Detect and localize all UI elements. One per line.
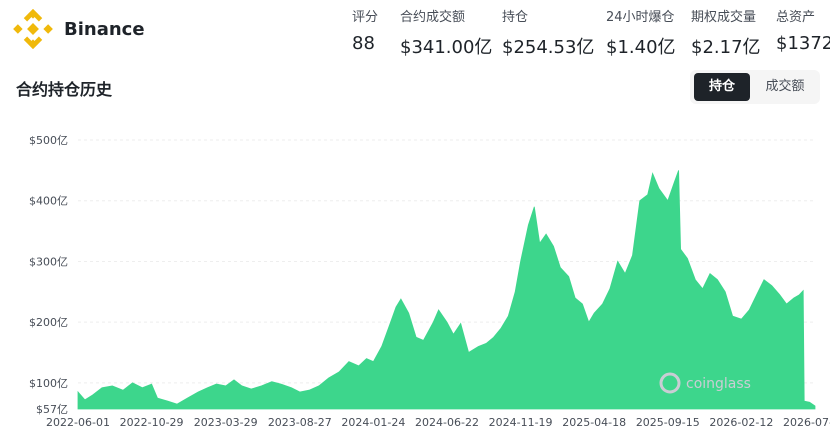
stat-value: $254.53亿	[502, 37, 595, 58]
y-tick-label: $300亿	[29, 255, 68, 268]
x-tick-label: 2024-11-19	[489, 416, 553, 429]
series-area	[77, 170, 816, 410]
x-tick-label: 2026-02-12	[709, 416, 773, 429]
y-tick-label: $57亿	[36, 403, 68, 416]
header: Binance 评分 88 合约成交额 $341.00亿 持仓 $254.53亿…	[0, 0, 830, 60]
y-tick-label: $400亿	[29, 195, 68, 208]
stat-value: $1372.	[776, 33, 830, 54]
stat-value: $341.00亿	[400, 37, 493, 58]
stat-value: 88	[352, 33, 375, 54]
watermark: coinglass	[686, 376, 751, 392]
y-tick-label: $200亿	[29, 316, 68, 329]
metric-toggle: 持仓 成交额	[690, 70, 820, 104]
stat-futures-volume: 合约成交额 $341.00亿	[400, 6, 492, 59]
section-title: 合约持仓历史	[16, 80, 113, 99]
stat-label: 评分	[352, 10, 379, 25]
chart-area-layer	[77, 170, 816, 410]
brand[interactable]: Binance	[12, 8, 145, 50]
x-tick-label: 2023-03-29	[194, 416, 258, 429]
x-tick-label: 2022-06-01	[46, 416, 110, 429]
stat-value: $1.40亿	[606, 37, 676, 58]
stat-label: 24小时爆仓	[606, 10, 675, 25]
x-tick-label: 2023-08-27	[268, 416, 332, 429]
stat-label: 合约成交额	[400, 10, 466, 25]
stat-rating: 评分 88	[352, 6, 378, 54]
stat-label: 持仓	[502, 10, 529, 25]
coinglass-logo-icon	[659, 372, 681, 394]
toggle-volume-button[interactable]: 成交额	[765, 79, 805, 94]
toggle-open-interest-button[interactable]: 持仓	[694, 73, 750, 101]
y-tick-label: $100亿	[29, 377, 68, 390]
stat-liquidations: 24小时爆仓 $1.40亿	[606, 6, 676, 59]
stat-options-volume: 期权成交量 $2.17亿	[691, 6, 761, 59]
stat-total-assets: 总资产 $1372.	[776, 6, 830, 54]
x-axis: 2022-06-01 2022-10-29 2023-03-29 2023-08-27…	[46, 416, 830, 429]
x-tick-label: 2025-04-18	[562, 416, 626, 429]
x-tick-label: 2026-07-12	[783, 416, 830, 429]
x-tick-label: 2024-01-24	[341, 416, 405, 429]
x-tick-label: 2025-09-15	[636, 416, 700, 429]
stat-label: 总资产	[776, 10, 816, 25]
stat-open-interest: 持仓 $254.53亿	[502, 6, 594, 59]
y-tick-label: $500亿	[29, 134, 68, 147]
y-axis: $57亿 $100亿 $200亿 $300亿 $400亿 $500亿	[29, 134, 68, 416]
open-interest-chart: coinglass $57亿$100亿$200亿$300亿$400亿$500亿 …	[29, 134, 830, 429]
binance-logo-icon	[13, 8, 53, 50]
x-tick-label: 2022-10-29	[120, 416, 184, 429]
stat-label: 期权成交量	[691, 10, 757, 25]
stat-value: $2.17亿	[691, 37, 761, 58]
x-tick-label: 2024-06-22	[415, 416, 479, 429]
brand-name: Binance	[64, 18, 145, 40]
